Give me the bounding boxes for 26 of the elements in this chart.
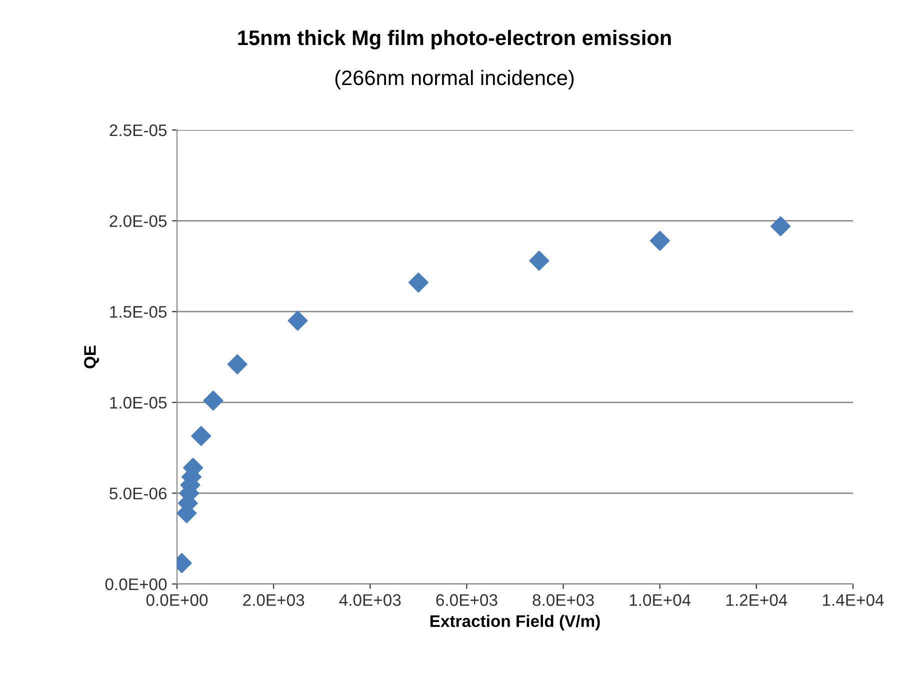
chart-title: 15nm thick Mg film photo-electron emission <box>238 30 671 50</box>
x-axis-title: Extraction Field (V/m) <box>430 614 600 630</box>
x-tick-label: 6.0E+03 <box>436 594 498 606</box>
x-tick-label: 4.0E+03 <box>339 594 401 606</box>
chart-subtitle: (266nm normal incidence) <box>335 70 574 90</box>
x-tick-label: 1.0E+04 <box>630 594 691 606</box>
point <box>203 390 224 411</box>
point <box>650 230 670 251</box>
point <box>191 426 212 446</box>
y-tick-label: 2.5E-05 <box>110 124 167 136</box>
x-tick-label: 1.4E+04 <box>822 594 884 606</box>
y-tick-label: 0.0E+00 <box>105 578 167 590</box>
y-tick-label: 1.5E-05 <box>110 306 167 318</box>
y-tick-label: 5.0E-06 <box>110 488 167 500</box>
y-tick-label: 1.0E-05 <box>110 396 167 409</box>
point <box>408 272 428 293</box>
x-tick-label: 0.0E+00 <box>146 594 208 606</box>
point <box>288 310 308 331</box>
point <box>227 354 248 374</box>
x-tick-label: 1.2E+04 <box>726 594 788 606</box>
point <box>770 216 791 236</box>
y-axis-title: QE <box>84 346 99 368</box>
x-tick-label: 8.0E+03 <box>532 594 594 606</box>
x-tick-label: 2.0E+03 <box>243 594 304 606</box>
y-tick-label: 2.0E-05 <box>110 215 167 228</box>
point <box>529 250 550 271</box>
